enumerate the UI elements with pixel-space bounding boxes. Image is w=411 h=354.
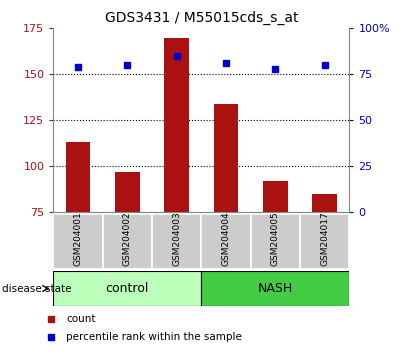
Bar: [66, 142, 90, 212]
Text: GSM204002: GSM204002: [123, 212, 132, 266]
Bar: [201, 271, 349, 306]
Text: GSM204004: GSM204004: [222, 212, 231, 266]
Bar: [115, 172, 140, 212]
Bar: [201, 214, 251, 269]
Text: GSM204001: GSM204001: [74, 211, 83, 266]
Bar: [53, 271, 201, 306]
Bar: [300, 214, 349, 269]
Text: percentile rank within the sample: percentile rank within the sample: [67, 332, 242, 342]
Text: GSM204017: GSM204017: [320, 211, 329, 266]
Text: GSM204003: GSM204003: [172, 211, 181, 266]
Text: GSM204005: GSM204005: [271, 211, 280, 266]
Bar: [251, 214, 300, 269]
Text: disease state: disease state: [2, 284, 72, 293]
Bar: [103, 214, 152, 269]
Title: GDS3431 / M55015cds_s_at: GDS3431 / M55015cds_s_at: [105, 10, 298, 24]
Bar: [214, 104, 238, 212]
Text: control: control: [106, 282, 149, 295]
Text: NASH: NASH: [258, 282, 293, 295]
Bar: [53, 214, 103, 269]
Bar: [152, 214, 201, 269]
Text: count: count: [67, 314, 96, 324]
Bar: [312, 194, 337, 212]
Bar: [263, 181, 288, 212]
Bar: [164, 38, 189, 212]
